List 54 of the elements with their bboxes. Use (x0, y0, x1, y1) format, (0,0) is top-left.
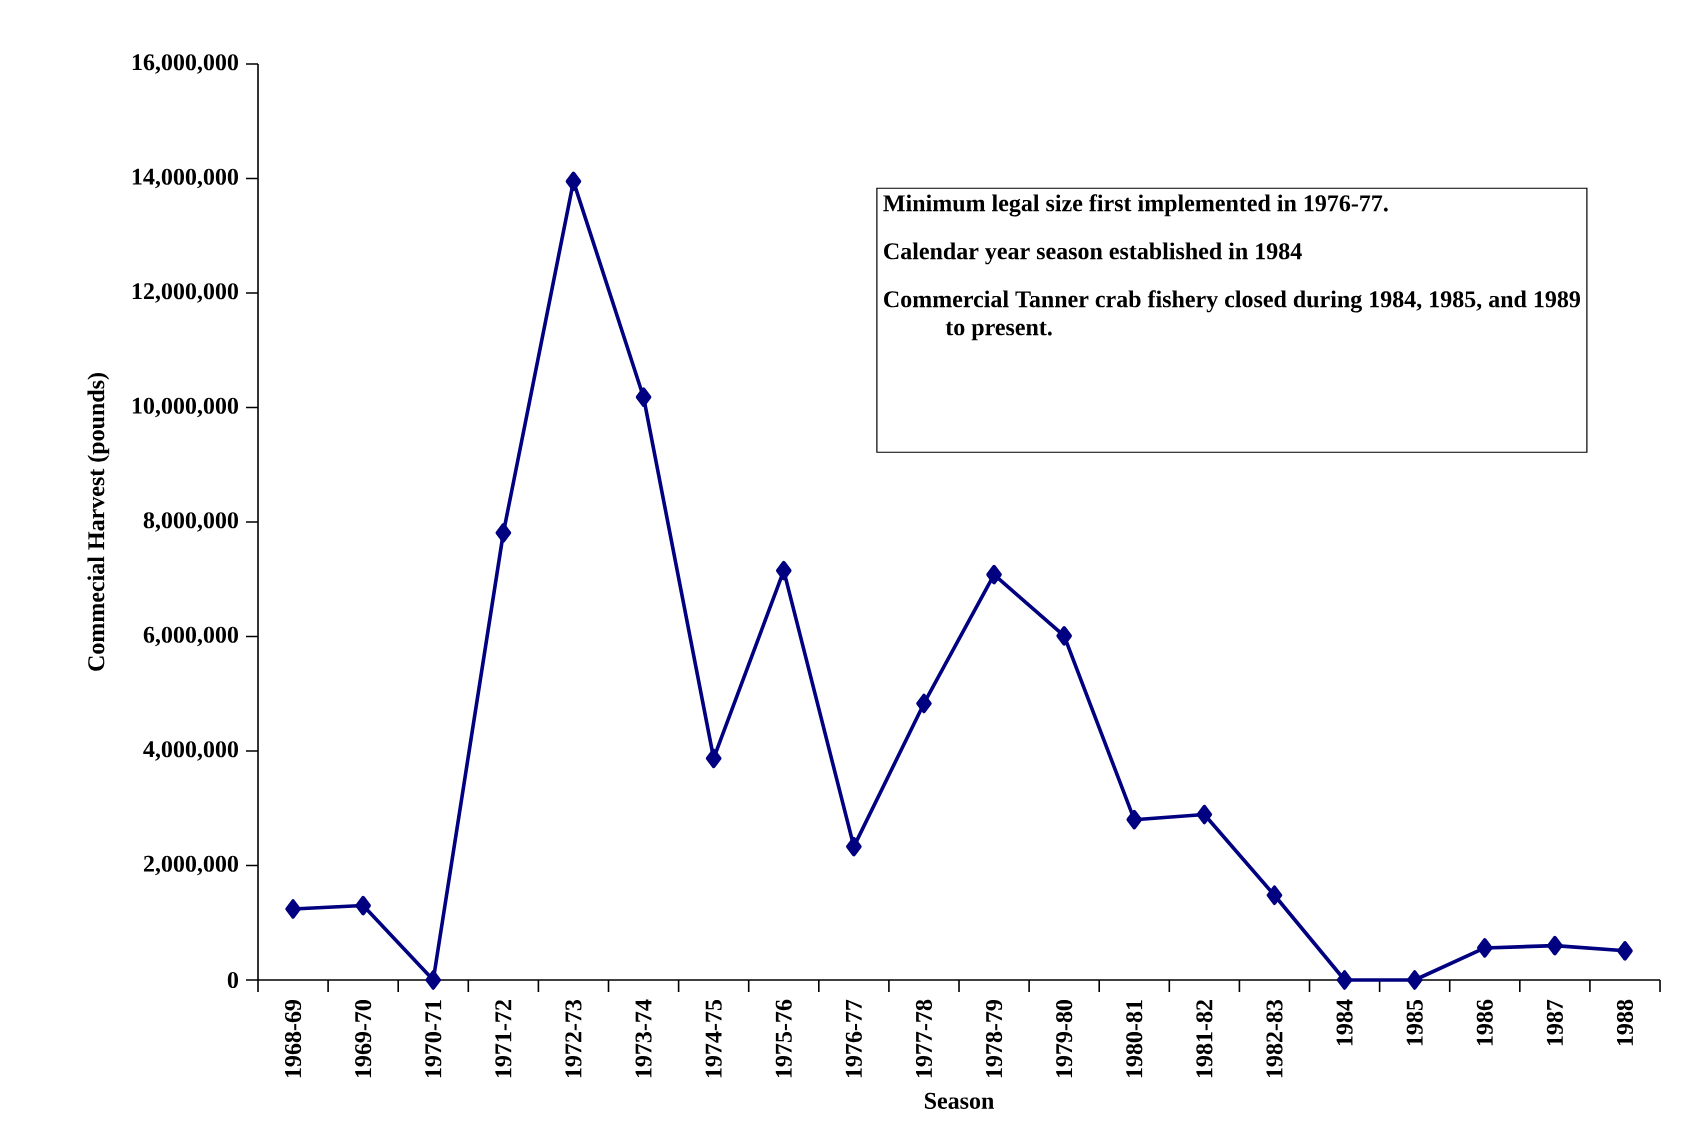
x-tick-label: 1985 (1406, 999, 1423, 1046)
point (1336, 970, 1353, 990)
y-axis-title: Commecial Harvest (pounds) (87, 373, 110, 671)
x-tick-label: 1974-75 (705, 999, 722, 1078)
point (1547, 935, 1563, 956)
x-tick-label: 1977-78 (915, 999, 933, 1078)
x-tick-label: 1968-69 (284, 999, 302, 1078)
point (1266, 885, 1283, 906)
x-tick-label: 1969-70 (355, 999, 372, 1078)
x-tick-label: 1979-80 (1056, 999, 1073, 1078)
y-tick-label: 8,000,000 (143, 512, 239, 532)
y-tick-label: 2,000,000 (143, 855, 239, 876)
point (916, 693, 932, 714)
point (1196, 804, 1213, 825)
x-tick-label: 1978-79 (985, 999, 1003, 1078)
annotation: Commercial Tanner crab fishery closed during 1984, 1985, and 1989 to present. (884, 290, 1581, 341)
y-tick-label: 4,000,000 (143, 741, 239, 761)
point (635, 387, 652, 407)
x-axis-title: Season (924, 1092, 994, 1109)
y-tick-label: 12,000,000 (132, 283, 239, 303)
point (425, 970, 442, 990)
point (495, 523, 512, 543)
annotation: Minimum legal size first implemented in 1976-77. (883, 194, 1388, 217)
point (705, 748, 722, 769)
y-tick-label: 16,000,000 (132, 54, 239, 74)
point (1126, 809, 1143, 830)
x-tick-label: 1984 (1336, 999, 1353, 1046)
y-tick-label: 10,000,000 (132, 397, 239, 418)
point (1476, 938, 1493, 958)
x-tick-label: 1971-72 (495, 1000, 512, 1078)
y-tick-label: 14,000,000 (132, 168, 239, 189)
x-tick-label: 1982-83 (1266, 999, 1283, 1078)
x-tick-label: 1976-77 (845, 999, 862, 1078)
x-tick-label: 1988 (1616, 999, 1634, 1046)
x-tick-label: 1980-81 (1126, 1000, 1143, 1078)
point (775, 560, 792, 581)
x-tick-label: 1970-71 (425, 1000, 442, 1078)
x-tick-label: 1986 (1476, 999, 1493, 1046)
point (1406, 970, 1423, 990)
x-tick-label: 1972-73 (565, 999, 582, 1078)
x-tick-label: 1973-74 (635, 999, 652, 1078)
point (846, 836, 862, 857)
point (1056, 626, 1072, 646)
x-tick-label: 1981-82 (1196, 1000, 1213, 1078)
x-tick-label: 1975-76 (775, 999, 792, 1078)
point (285, 899, 301, 919)
point (355, 895, 371, 916)
x-tick-label: 1987 (1546, 999, 1563, 1046)
point (986, 564, 1002, 585)
point (1617, 941, 1633, 961)
y-tick-label: 0 (227, 971, 239, 989)
y-tick-label: 6,000,000 (143, 626, 239, 647)
point (565, 171, 582, 192)
annotation: Calendar year season established in 1984 (884, 242, 1302, 265)
